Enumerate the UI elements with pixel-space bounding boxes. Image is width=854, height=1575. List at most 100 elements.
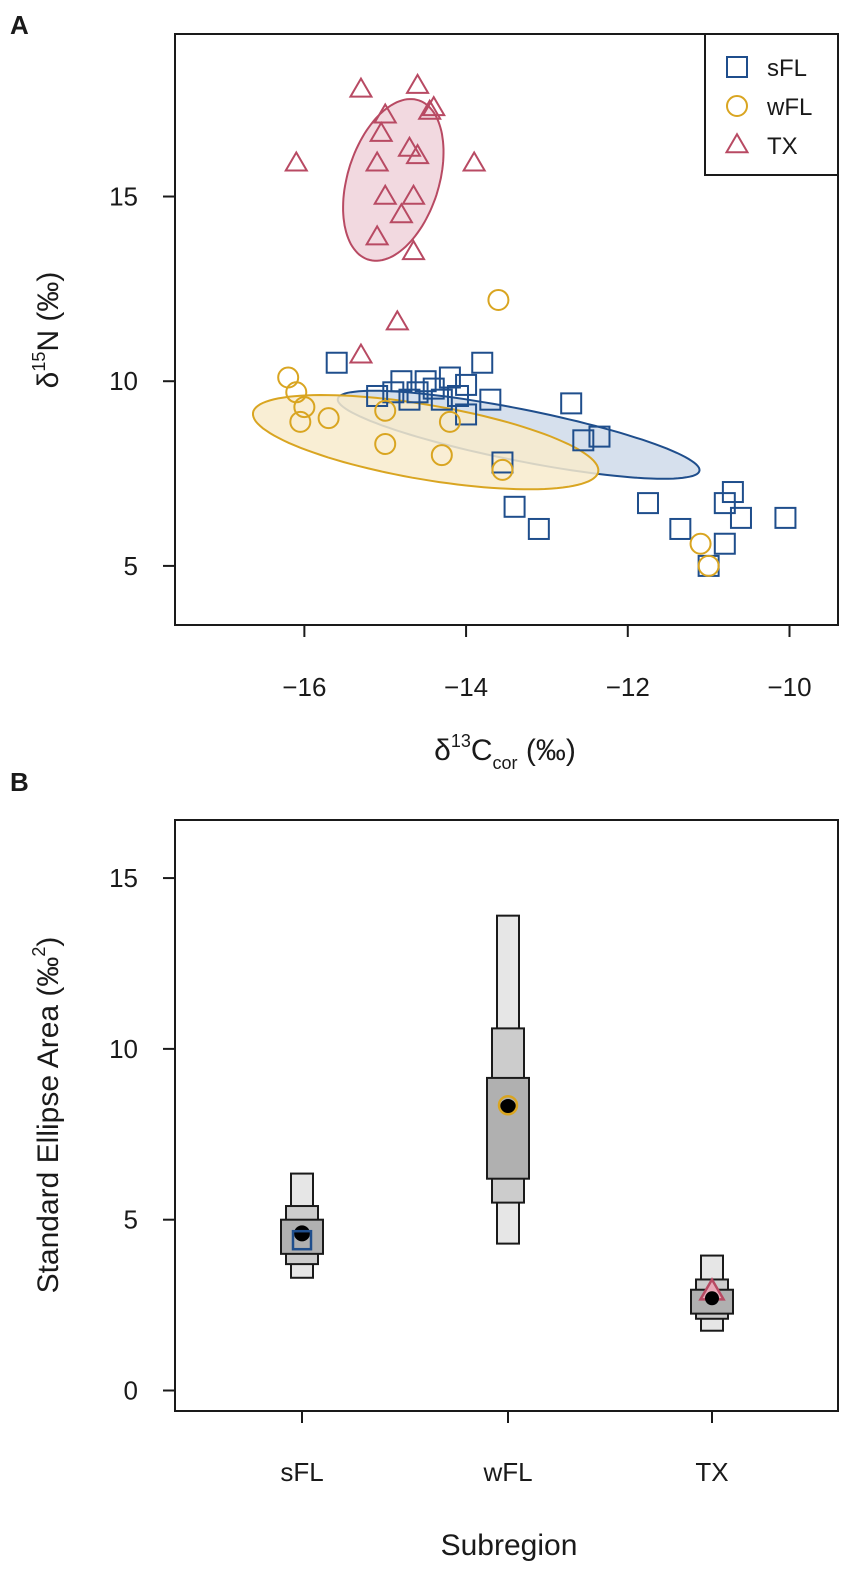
point-sfl (382, 381, 405, 404)
point-wfl (438, 410, 461, 433)
point-tx (401, 239, 426, 261)
point-sfl (729, 506, 752, 529)
point-sfl (713, 532, 736, 555)
y-tick-label: 10 (109, 1034, 138, 1064)
point-sfl (527, 517, 550, 540)
point-sfl (713, 492, 736, 515)
point-tx (364, 224, 390, 246)
point-tx (405, 143, 430, 165)
point-sfl (721, 481, 744, 504)
point-tx (284, 150, 309, 172)
point-sfl (479, 388, 502, 411)
point-tx (389, 202, 414, 224)
point-wfl (689, 532, 712, 555)
point-wfl (317, 407, 340, 430)
point-sfl (438, 366, 461, 389)
x-tick-label: sFL (280, 1457, 323, 1487)
y-label-superscript: 15 (29, 352, 49, 372)
point-sfl (455, 373, 478, 396)
point-tx (368, 120, 394, 142)
mode-sfl (294, 1225, 310, 1242)
panel-a-legend: sFL wFL TX (704, 33, 839, 176)
point-sfl (422, 377, 445, 400)
point-sfl (774, 506, 797, 529)
mode-wfl (500, 1098, 516, 1115)
panel-a-x-axis: −16 −14 −12 −10 (282, 625, 812, 702)
point-tx (348, 76, 374, 98)
x-tick-label: wFL (482, 1457, 532, 1487)
panel-a-x-axis-label: δ13Ccor (‰) (434, 731, 576, 773)
point-sfl (471, 351, 494, 374)
point-tx (385, 309, 410, 331)
legend-marker-sfl (726, 56, 748, 78)
point-sfl (503, 495, 526, 518)
y-tick-label: 15 (109, 863, 138, 893)
point-tx (417, 98, 442, 120)
ellipse-tx (342, 98, 445, 262)
panel-b-y-axis: 0 5 10 15 (109, 863, 175, 1406)
panel-a-points (277, 72, 797, 577)
y-tick-label: 5 (124, 551, 138, 581)
point-sfl (588, 425, 611, 448)
point-wfl (374, 399, 397, 422)
point-tx (372, 102, 398, 124)
x-label-element: C (471, 734, 493, 767)
point-wfl (374, 433, 397, 456)
point-tx (461, 150, 487, 172)
y-label-text: Standard Ellipse Area (‰ (32, 957, 65, 1294)
point-sfl (560, 392, 583, 415)
y-tick-label: 10 (109, 366, 138, 396)
y-label-superscript: 2 (29, 947, 49, 957)
legend-marker-wfl (726, 95, 748, 117)
point-wfl (697, 554, 720, 577)
point-wfl (487, 288, 510, 311)
panel-a-y-axis: 5 10 15 (109, 182, 175, 581)
point-sfl (390, 370, 413, 393)
point-sfl (636, 492, 659, 515)
y-tick-label: 0 (124, 1376, 138, 1406)
point-sfl (491, 451, 514, 474)
observed-sfl (291, 1229, 313, 1251)
point-tx (364, 150, 390, 172)
point-wfl (430, 444, 453, 467)
point-sfl (406, 381, 429, 404)
x-label-delta: δ (434, 734, 451, 767)
point-sfl (446, 384, 469, 407)
x-label-subscript: cor (493, 753, 518, 773)
point-wfl (293, 396, 316, 419)
x-label-unit: (‰) (518, 734, 576, 767)
panel-b-frame (174, 819, 839, 1412)
x-tick-label: TX (695, 1457, 728, 1487)
point-sfl (572, 429, 595, 452)
x-tick-label: −14 (444, 672, 488, 702)
legend-label-wfl: wFL (766, 94, 812, 121)
point-tx (397, 135, 422, 157)
y-tick-label: 15 (109, 182, 138, 212)
panel-a-y-axis-label: δ15N (‰) (29, 272, 65, 389)
y-label-element: N (32, 330, 65, 352)
x-label-superscript: 13 (451, 731, 471, 751)
x-tick-label: −16 (282, 672, 326, 702)
panel-b-x-axis-label: Subregion (441, 1529, 578, 1562)
legend-marker-tx (724, 132, 750, 154)
point-sfl (398, 388, 421, 411)
legend-label-sfl: sFL (767, 55, 807, 82)
ellipse-wfl (252, 393, 600, 491)
x-tick-label: −12 (606, 672, 650, 702)
panel-b-plot: sFL wFL TX 0 5 10 15 Subregion Standard Ellip… (29, 819, 839, 1562)
panel-b-y-axis-label: Standard Ellipse Area (‰2) (29, 937, 65, 1294)
panel-b-x-axis: sFL wFL TX (280, 1411, 729, 1487)
mode-tx (705, 1291, 719, 1306)
y-tick-label: 5 (124, 1205, 138, 1235)
point-tx (348, 342, 374, 364)
panel-a-frame (174, 33, 839, 626)
x-tick-label: −10 (767, 672, 811, 702)
point-tx (401, 183, 426, 205)
point-tx (405, 72, 430, 94)
point-wfl (491, 458, 514, 481)
point-sfl (669, 517, 692, 540)
y-label-unit: (‰) (32, 272, 65, 330)
panel-b-label: B (10, 767, 29, 797)
